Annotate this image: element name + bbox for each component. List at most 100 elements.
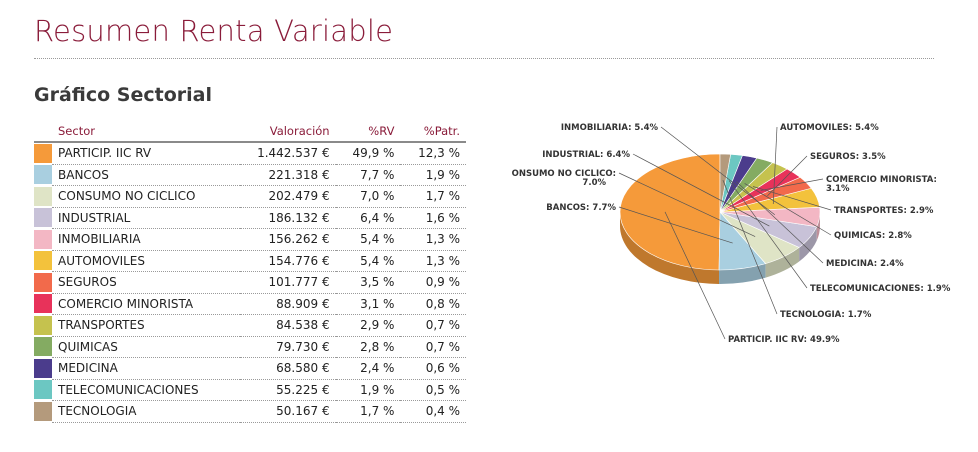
sector-color-swatch (34, 401, 52, 421)
pie-leader-line (722, 180, 778, 315)
cell-rv: 2,4 % (335, 357, 401, 380)
sector-table: Sector Valoración %RV %Patr. PARTICIP. I… (34, 121, 466, 423)
cell-sector: CONSUMO NO CICLICO (52, 185, 241, 208)
header-patr: %Patr. (400, 121, 466, 143)
cell-valoracion: 186.132 € (240, 207, 336, 229)
pie-slice-label: COMERCIO MINORISTA: 3.1% (826, 175, 937, 194)
pie-slice-label: BANCOS: 7.7% (546, 203, 616, 213)
cell-valoracion: 156.262 € (240, 228, 336, 251)
pie-leader-line (752, 186, 832, 211)
sector-color-swatch (34, 315, 52, 335)
cell-sector: PARTICIP. IIC RV (52, 142, 241, 165)
table-row: CONSUMO NO CICLICO 202.479 €7,0 % 1,7 % (34, 185, 466, 208)
pie-leader-line (772, 126, 778, 205)
color-swatch (34, 207, 52, 229)
header-rv: %RV (335, 121, 401, 143)
cell-sector: MEDICINA (52, 357, 241, 380)
cell-valoracion: 68.580 € (240, 357, 336, 380)
cell-rv: 6,4 % (335, 207, 401, 229)
cell-valoracion: 202.479 € (240, 185, 336, 208)
cell-rv: 49,9 % (335, 142, 401, 165)
cell-patr: 1,7 % (400, 185, 466, 208)
cell-valoracion: 1.442.537 € (240, 142, 336, 165)
color-swatch (34, 293, 52, 315)
cell-sector: TRANSPORTES (52, 314, 241, 337)
table-row: SEGUROS 101.777 €3,5 % 0,9 % (34, 271, 466, 294)
table-row: INMOBILIARIA 156.262 €5,4 % 1,3 % (34, 228, 466, 251)
pie-slice-label: SEGUROS: 3.5% (810, 152, 886, 162)
cell-valoracion: 154.776 € (240, 250, 336, 272)
color-swatch (34, 164, 52, 186)
cell-rv: 7,0 % (335, 185, 401, 208)
cell-rv: 1,7 % (335, 400, 401, 423)
cell-rv: 5,4 % (335, 250, 401, 272)
cell-sector: INDUSTRIAL (52, 207, 241, 229)
pie-slice-label: PARTICIP. IIC RV: 49.9% (728, 335, 840, 345)
pie-leader-line (618, 172, 756, 237)
pie-slice (719, 153, 732, 213)
sector-color-swatch (34, 337, 52, 357)
table-header-row: Sector Valoración %RV %Patr. (34, 121, 466, 143)
cell-valoracion: 79.730 € (240, 336, 336, 358)
table-row: QUIMICAS 79.730 €2,8 % 0,7 % (34, 336, 466, 358)
pie-leader-line (632, 153, 770, 227)
cell-sector: SEGUROS (52, 271, 241, 294)
cell-valoracion: 55.225 € (240, 379, 336, 401)
table-row: AUTOMOVILES 154.776 €5,4 % 1,3 % (34, 250, 466, 272)
cell-sector: QUIMICAS (52, 336, 241, 358)
pie-slice-label: QUIMICAS: 2.8% (834, 231, 912, 241)
cell-patr: 0,8 % (400, 293, 466, 315)
sector-color-swatch (34, 186, 52, 206)
sector-color-swatch (34, 380, 52, 400)
cell-patr: 0,6 % (400, 357, 466, 380)
pie-slice-label: TECNOLOGIA: 1.7% (780, 310, 872, 320)
color-swatch (34, 336, 52, 358)
sector-pie-chart: PARTICIP. IIC RV: 49.9% BANCOS: 7.7% CONSU… (512, 123, 951, 345)
sector-color-swatch (34, 143, 52, 163)
pie-slice-label: INDUSTRIAL: 6.4% (542, 150, 630, 160)
pie-leader-line (618, 206, 733, 244)
pie-leader-line (728, 180, 808, 289)
page-title: Resumen Renta Variable (34, 14, 394, 48)
cell-valoracion: 84.538 € (240, 314, 336, 337)
sector-color-swatch (34, 272, 52, 292)
table-row: INDUSTRIAL 186.132 €6,4 % 1,6 % (34, 207, 466, 229)
pie-slice-side (816, 212, 820, 241)
color-swatch (34, 271, 52, 294)
table-row: TRANSPORTES 84.538 €2,9 % 0,7 % (34, 314, 466, 337)
cell-patr: 0,4 % (400, 400, 466, 423)
pie-leader-line (760, 178, 824, 191)
pie-slice-side (719, 263, 766, 284)
cell-patr: 1,3 % (400, 250, 466, 272)
sector-color-swatch (34, 229, 52, 249)
cell-valoracion: 101.777 € (240, 271, 336, 294)
cell-rv: 3,1 % (335, 293, 401, 315)
table-row: MEDICINA 68.580 €2,4 % 0,6 % (34, 357, 466, 380)
header-swatch (34, 121, 52, 143)
color-swatch (34, 250, 52, 272)
cell-patr: 0,7 % (400, 314, 466, 337)
pie-slice-side (620, 212, 720, 284)
cell-rv: 5,4 % (335, 228, 401, 251)
pie-slice-label: CONSUMO NO CICLICO: 7.0% (512, 169, 616, 188)
pie-leader-line (744, 183, 832, 236)
pie-slice-label: INMOBILIARIA: 5.4% (561, 123, 659, 133)
sector-color-swatch (34, 294, 52, 314)
cell-rv: 1,9 % (335, 379, 401, 401)
color-swatch (34, 400, 52, 423)
cell-patr: 0,7 % (400, 336, 466, 358)
header-valoracion: Valoración (240, 121, 336, 143)
table-body: PARTICIP. IIC RV 1.442.537 €49,9 % 12,3 % B… (34, 142, 466, 423)
pie-slice-label: TRANSPORTES: 2.9% (834, 206, 934, 216)
cell-rv: 2,9 % (335, 314, 401, 337)
title-divider (34, 58, 934, 59)
color-swatch (34, 142, 52, 165)
pie-slice-label: TELECOMUNICACIONES: 1.9% (810, 284, 951, 294)
color-swatch (34, 379, 52, 401)
pie-leader-line (767, 155, 808, 197)
pie-leader-line (736, 181, 824, 264)
cell-sector: TECNOLOGIA (52, 400, 241, 423)
pie-slice-label: MEDICINA: 2.4% (826, 259, 904, 269)
section-title: Gráfico Sectorial (34, 84, 212, 106)
cell-patr: 1,9 % (400, 164, 466, 186)
